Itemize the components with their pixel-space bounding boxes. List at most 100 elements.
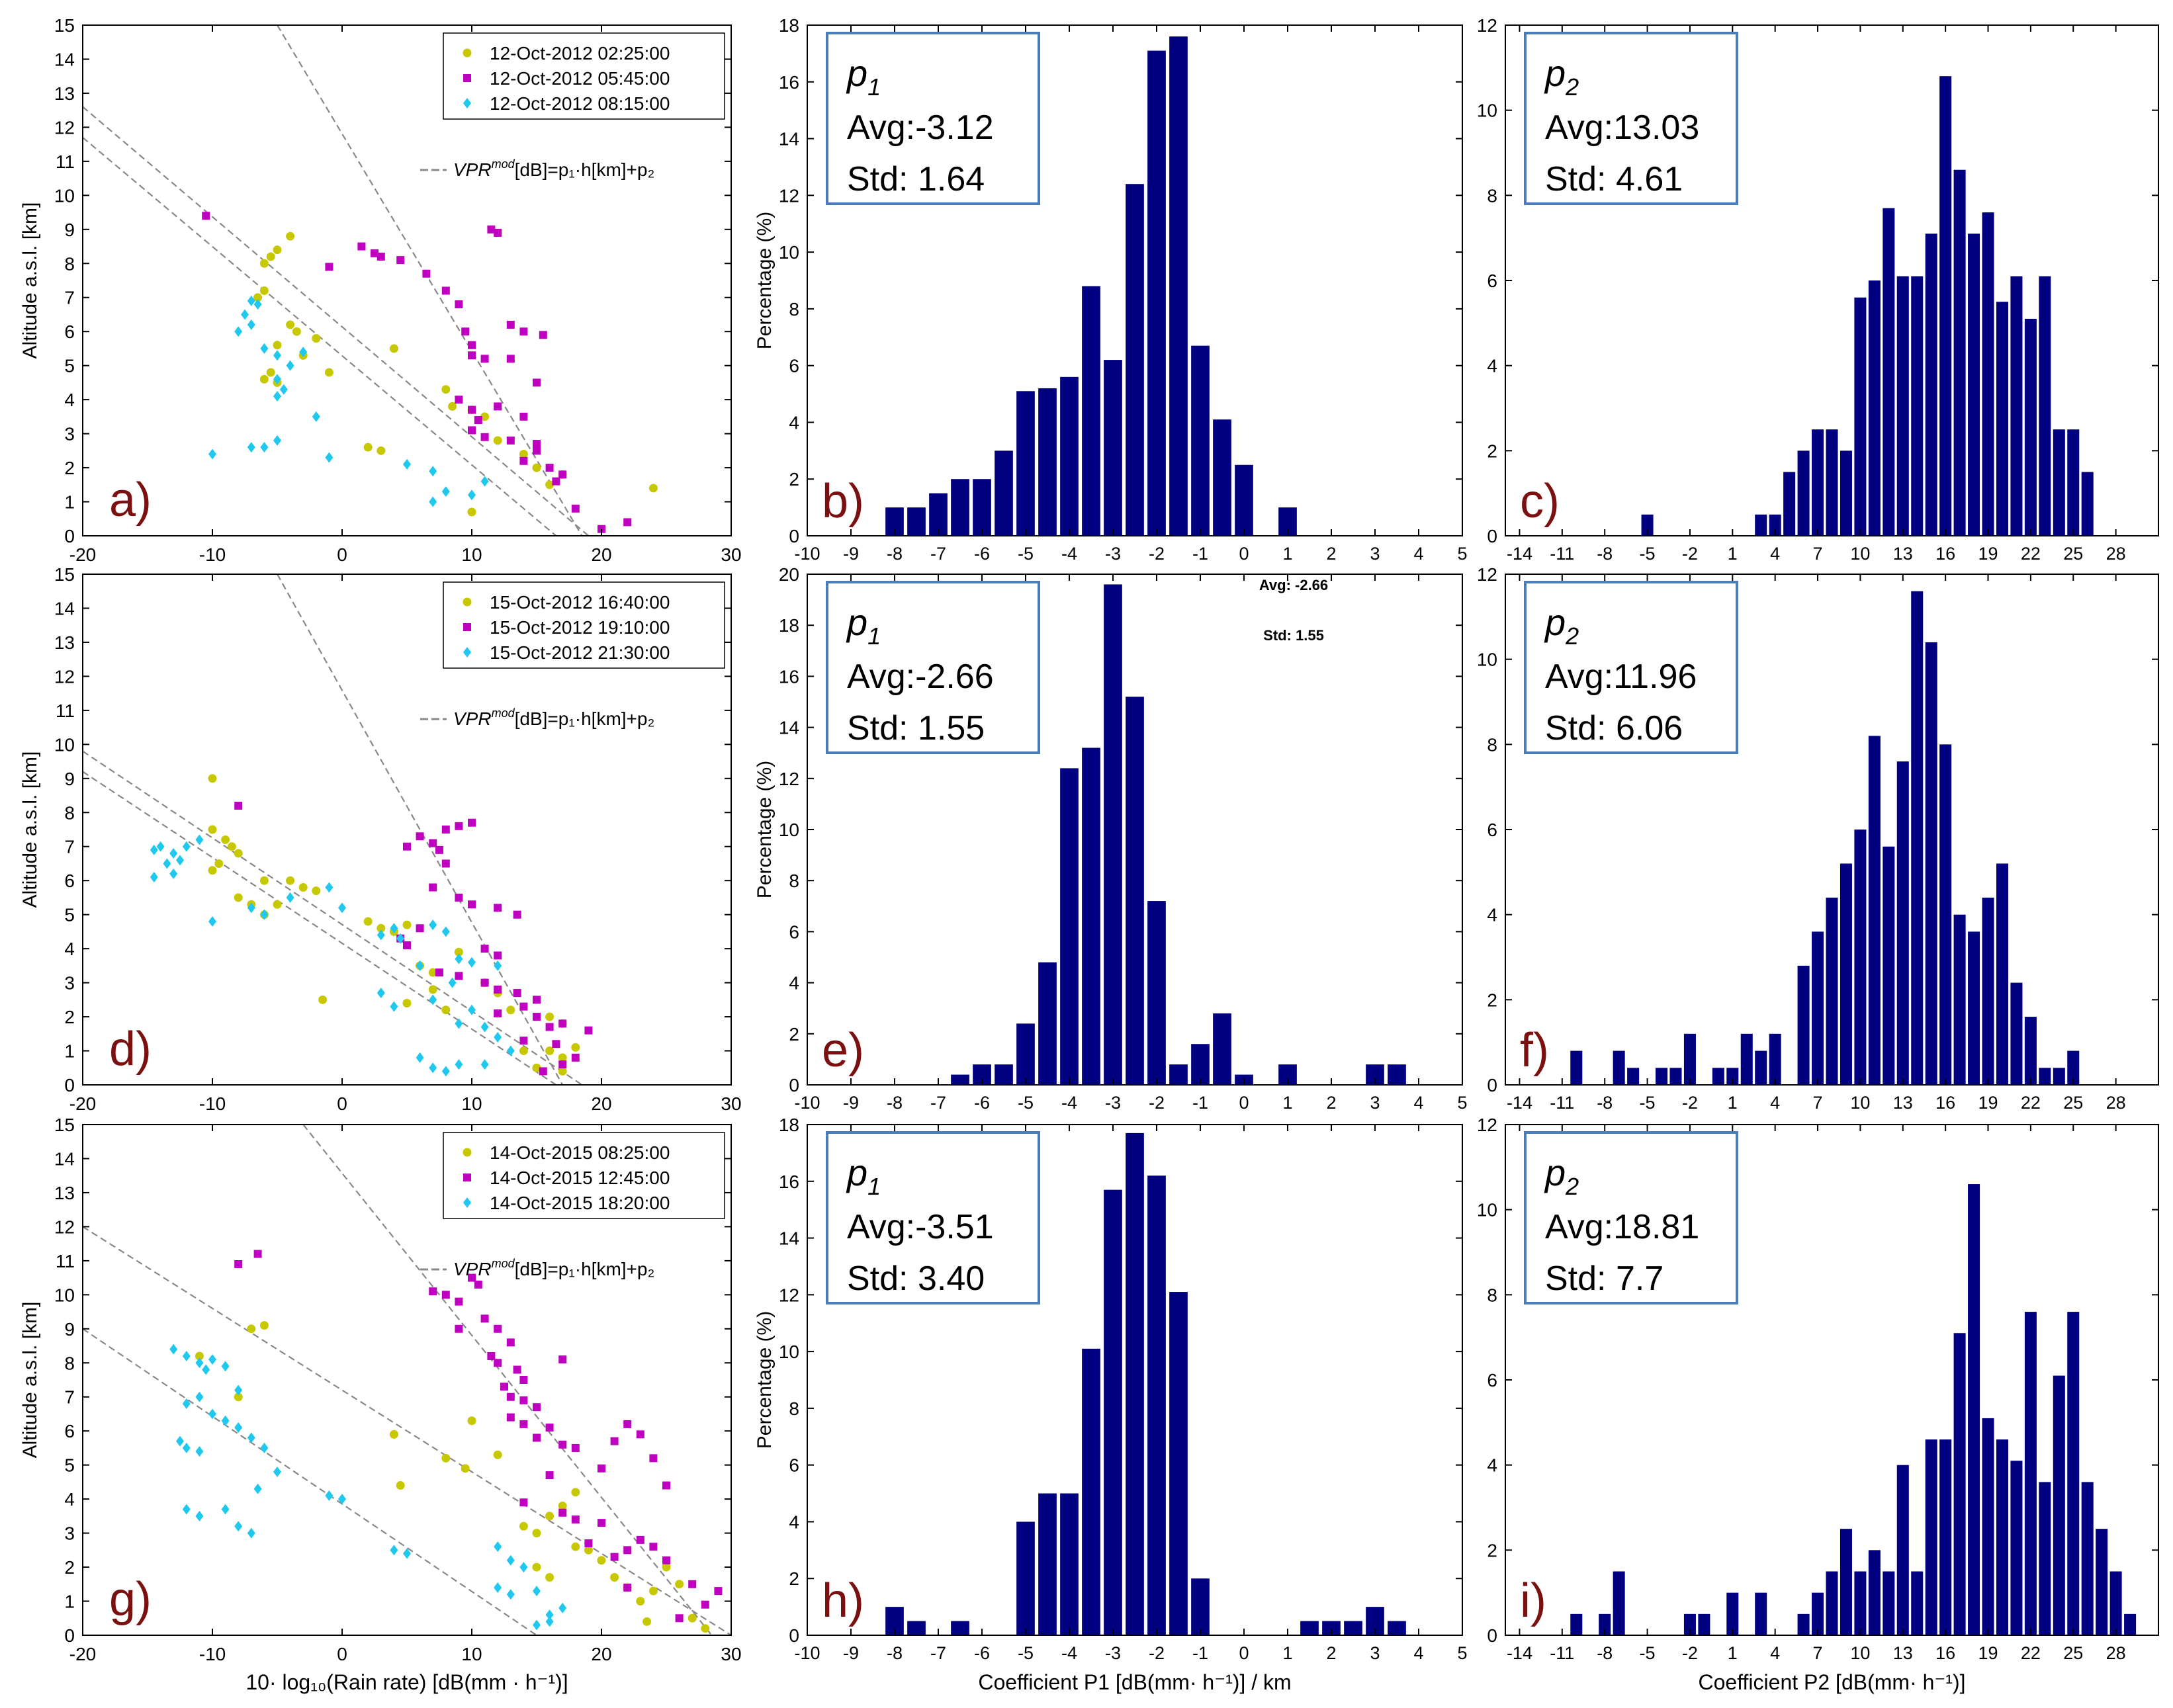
annotation-std: Std: 1.55: [1263, 627, 1324, 644]
data-point: [494, 402, 502, 411]
scatter-panel-a: -20 -10 0 10 20 300123456789101112131415Altit…: [19, 15, 742, 565]
histogram-bar: [1939, 744, 1952, 1085]
data-point: [390, 923, 398, 934]
data-point: [494, 228, 502, 237]
bars: [885, 1132, 1406, 1635]
panel-label: b): [822, 475, 864, 528]
x-tick-label: 4: [1413, 1643, 1423, 1663]
fit-equation: VPRmod[dB]=p₁·h[km]+p₂: [453, 1257, 654, 1279]
y-tick-label: 2: [1487, 441, 1497, 461]
x-tick-label: 4: [1413, 544, 1423, 564]
stats-title-sub: 2: [1565, 1173, 1579, 1200]
data-point: [455, 972, 463, 980]
data-point: [234, 1385, 243, 1396]
fit-equation-main: VPR: [453, 708, 492, 729]
data-point: [662, 1562, 671, 1572]
data-point: [234, 849, 243, 858]
data-point: [519, 1521, 528, 1531]
histogram-bar: [1169, 36, 1188, 536]
bars: [1570, 591, 2080, 1085]
data-point: [208, 825, 217, 834]
x-tick-label: 5: [1457, 1093, 1467, 1113]
data-point: [286, 320, 295, 329]
y-tick-label: 5: [64, 356, 75, 376]
data-point: [545, 1471, 554, 1480]
data-point: [533, 1403, 541, 1412]
annotation-avg: Avg: -2.66: [1259, 577, 1328, 593]
panel-label: e): [822, 1024, 864, 1077]
data-point: [545, 1424, 554, 1432]
x-tick-label: 0: [1239, 544, 1249, 564]
data-point: [182, 1442, 191, 1453]
x-tick-label: -9: [843, 1643, 859, 1663]
data-point: [571, 1516, 580, 1524]
data-point: [545, 1012, 554, 1021]
y-tick-label: 8: [64, 253, 75, 274]
y-tick-label: 18: [779, 15, 799, 36]
histogram-panel-b: -10 -9 -8 -7 -6 -5 -4 -3 -2 -1 0 1 2 3 4 50246810121416…: [754, 15, 1468, 564]
legend-marker: [463, 74, 471, 82]
data-point: [455, 1297, 463, 1306]
y-tick-label: 10: [54, 1285, 75, 1305]
stats-avg: Avg:18.81: [1545, 1208, 1699, 1246]
data-point: [377, 252, 385, 261]
histogram-bar: [1797, 450, 1810, 536]
data-point: [480, 355, 489, 363]
stats-title: p1: [846, 52, 881, 101]
data-point: [435, 968, 443, 977]
data-point: [260, 909, 269, 920]
scatter-panel-g: -20 -10 0 10 20 300123456789101112131415Altit…: [19, 1115, 742, 1694]
stats-box: p1 Avg:-3.12 Std: 1.64: [826, 32, 1040, 205]
x-tick-label: -5: [1018, 1093, 1034, 1113]
fit-equation-rest: [dB]=p₁·h[km]+p₂: [515, 1259, 655, 1279]
histogram-bar: [2067, 1312, 2080, 1635]
histogram-bar: [1613, 1571, 1625, 1635]
data-point: [286, 232, 295, 241]
histogram-bar: [1826, 897, 1838, 1085]
x-tick-label: -14: [1507, 544, 1532, 564]
y-tick-label: 8: [789, 299, 799, 320]
data-point: [623, 518, 632, 527]
x-tick-label: 4: [1770, 544, 1780, 564]
histogram-bar: [1939, 1439, 1952, 1635]
y-tick-label: 4: [789, 412, 799, 433]
y-tick-label: 15: [54, 564, 75, 585]
y-tick-label: 10: [779, 242, 799, 263]
data-point: [202, 1364, 210, 1375]
data-point: [227, 842, 236, 851]
y-tick-label: 2: [64, 1557, 75, 1578]
x-tick-label: 30: [721, 544, 741, 565]
data-point: [286, 892, 294, 903]
x-tick-label: -6: [974, 544, 990, 564]
histogram-bar: [1126, 184, 1144, 536]
histogram-bar: [1191, 1044, 1210, 1085]
data-point: [623, 1546, 632, 1555]
stats-avg: Avg:13.03: [1545, 108, 1699, 147]
data-point: [584, 1545, 593, 1555]
histogram-bar: [1388, 1064, 1406, 1085]
legend-marker: [463, 1174, 471, 1181]
y-tick-label: 10: [1477, 101, 1497, 121]
data-point: [558, 1060, 567, 1069]
data-point: [513, 910, 521, 919]
y-tick-label: 12: [54, 1217, 75, 1237]
legend: 12-Oct-2012 02:25:00 12-Oct-2012 05:45:00…: [443, 32, 725, 120]
data-point: [195, 1510, 204, 1521]
y-axis-label: Percentage (%): [754, 761, 776, 898]
stats-box-frame: [826, 1131, 1040, 1304]
x-tick-label: -11: [1550, 544, 1574, 564]
legend: 14-Oct-2015 08:25:00 14-Oct-2015 12:45:00…: [443, 1132, 725, 1219]
data-point: [429, 496, 437, 507]
y-tick-label: 18: [779, 1115, 799, 1135]
data-point: [519, 1002, 528, 1011]
y-tick-label: 3: [64, 973, 75, 994]
y-tick-label: 4: [789, 973, 799, 994]
x-tick-label: -10: [199, 544, 226, 565]
data-point: [468, 818, 476, 827]
histogram-bar: [1038, 1493, 1057, 1635]
histogram-bar: [1147, 50, 1166, 536]
histogram-bar: [1038, 962, 1057, 1085]
data-point: [533, 1586, 541, 1597]
histogram-bar: [1953, 169, 1966, 536]
x-tick-label: 25: [2063, 544, 2083, 564]
